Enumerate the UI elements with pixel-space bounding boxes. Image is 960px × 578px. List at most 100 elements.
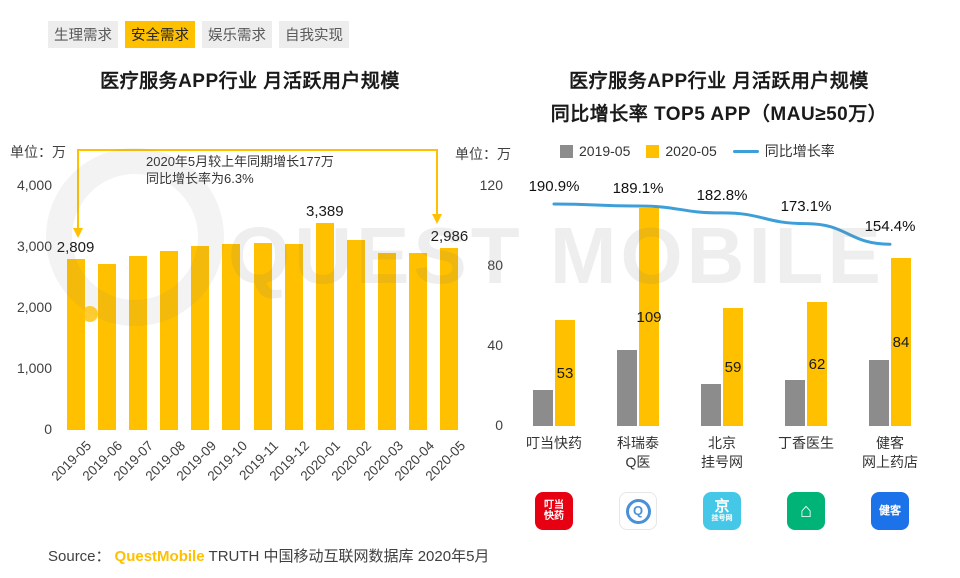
bar-2020-05-beijing-guahao: 59 [723,308,743,426]
right-chart-unit: 单位：万 [455,146,511,162]
keruitai-qyi-glyph: Q [625,498,651,524]
bar-2019-05 [66,258,85,430]
bar-value-label: 62 [808,355,826,373]
bar-column-2019-09 [185,186,216,430]
left-ytick: 1,000 [16,360,52,376]
right-ytick: 40 [487,337,503,353]
growth-pct-label-dingdang-kuaiyao: 190.9% [528,178,580,196]
legend-label: 同比增长率 [764,143,835,159]
tab-entertainment-needs[interactable]: 娱乐需求 [202,21,272,48]
tab-safety-needs[interactable]: 安全需求 [125,21,195,48]
growth-pct-label-jianke: 154.4% [864,218,916,236]
need-tabs: 生理需求 安全需求 娱乐需求 自我实现 [48,21,349,48]
dingxiang-doctor-label: 丁香医生 [764,434,848,472]
right-chart-bars: 53 109 59 62 84 [512,186,932,426]
bar-2019-07 [128,256,147,430]
growth-pct-label-keruitai-qyi: 189.1% [612,180,664,197]
dingdang-kuaiyao-glyph: 快药 [544,511,564,522]
gray-square-icon [560,144,573,158]
dingdang-kuaiyao-glyph: 叮当 [544,500,564,511]
bar-value-label: 59 [724,358,742,376]
source-brand: QuestMobile [114,548,205,565]
bar-column-2020-05 [434,186,465,430]
bar-2019-11 [253,243,272,430]
right-chart-title-line2: 同比增长率 TOP5 APP（MAU≥50万） [550,104,888,125]
bar-column-2019-12 [278,186,309,430]
xlabel-line: 北京 [708,435,736,451]
left-chart-unit: 单位：万 [10,144,66,160]
right-chart-legend: 2019-05 2020-05 同比增长率 [560,141,835,161]
legend-item-2019-05: 2019-05 [560,143,630,159]
bar-2019-06 [97,264,116,430]
bar-2019-05-beijing-guahao [701,384,721,426]
bar-2020-05-dingdang-kuaiyao: 53 [555,320,575,426]
bar-2020-01 [315,223,334,430]
bar-2020-05-jianke: 84 [891,258,911,426]
bar-group-dingdang-kuaiyao: 53 [512,186,596,426]
bar-column-2019-05 [60,186,91,430]
bar-2019-05-jianke [869,360,889,426]
source-line: Source： QuestMobile TRUTH 中国移动互联网数据库 2020年… [48,545,489,566]
bar-value-label: 84 [892,333,910,351]
bar-2020-05-dingxiang-doctor: 62 [807,302,827,426]
right-chart-title-line1: 医疗服务APP行业 月活跃用户规模 [569,71,869,92]
jianke-glyph: 健客 [879,504,901,517]
xlabel-line: 健客 [876,435,904,451]
legend-label: 2019-05 [579,143,631,159]
bar-column-2020-04 [403,186,434,430]
bar-2020-05 [440,247,459,430]
bar-2019-09 [191,246,210,430]
bar-group-beijing-guahao: 59 [680,186,764,426]
bar-column-2019-08 [153,186,184,430]
beijing-guahao-icon-cell: 京挂号网 [680,492,764,530]
beijing-guahao-icon: 京挂号网 [703,492,741,530]
bar-column-2020-02 [340,186,371,430]
bar-2020-03 [378,253,397,430]
growth-pct-label-beijing-guahao: 182.8% [696,186,748,204]
xlabel-line: Q医 [625,454,651,470]
app-icons-row: 叮当 快药 Q 京挂号网 ⌂ 健客 [512,492,932,530]
dingxiang-doctor-icon-cell: ⌂ [764,492,848,530]
left-ytick: 4,000 [16,177,52,193]
jianke-icon-cell: 健客 [848,492,932,530]
xlabel-line: 丁香医生 [778,435,834,451]
right-ytick: 80 [487,257,503,273]
xlabel-line: 科瑞泰 [617,435,659,451]
bar-column-2019-10 [216,186,247,430]
xlabel-line: 叮当快药 [526,435,582,451]
bar-2019-12 [284,244,303,430]
bar-column-2019-07 [122,186,153,430]
bar-group-dingxiang-doctor: 62 [764,186,848,426]
left-chart-title: 医疗服务APP行业 月活跃用户规模 [100,71,400,92]
bar-column-2020-01 [309,186,340,430]
legend-item-同比增长率: 同比增长率 [732,141,835,161]
bar-column-2019-06 [91,186,122,430]
right-ytick: 120 [479,177,503,193]
bar-2019-05-keruitai-qyi [617,350,637,426]
tab-physiological-needs[interactable]: 生理需求 [48,21,118,48]
bar-value-label: 109 [636,308,662,326]
source-prefix: Source： [48,548,111,565]
bar-2019-05-dingdang-kuaiyao [533,390,553,426]
bar-column-2020-03 [372,186,403,430]
bar-column-2019-11 [247,186,278,430]
dingdang-kuaiyao-icon: 叮当 快药 [535,492,573,530]
dingdang-kuaiyao-label: 叮当快药 [512,434,596,472]
growth-pct-label-dingxiang-doctor: 173.1% [780,197,832,215]
dingdang-kuaiyao-icon-cell: 叮当 快药 [512,492,596,530]
beijing-guahao-glyph: 挂号网 [711,515,733,523]
left-ytick: 0 [44,421,52,437]
right-chart-x-axis: 叮当快药 科瑞泰 Q医 北京 挂号网 丁香医生 健客 网上药店 [512,434,932,472]
bar-2020-02 [346,240,365,430]
legend-label: 2020-05 [665,143,717,159]
beijing-guahao-glyph: 京 [714,497,730,515]
bar-group-keruitai-qyi: 109 [596,186,680,426]
tab-self-actualization[interactable]: 自我实现 [279,21,349,48]
bar-2019-10 [222,244,241,430]
dingxiang-doctor-glyph: ⌂ [799,500,813,522]
legend-item-2020-05: 2020-05 [646,143,717,159]
